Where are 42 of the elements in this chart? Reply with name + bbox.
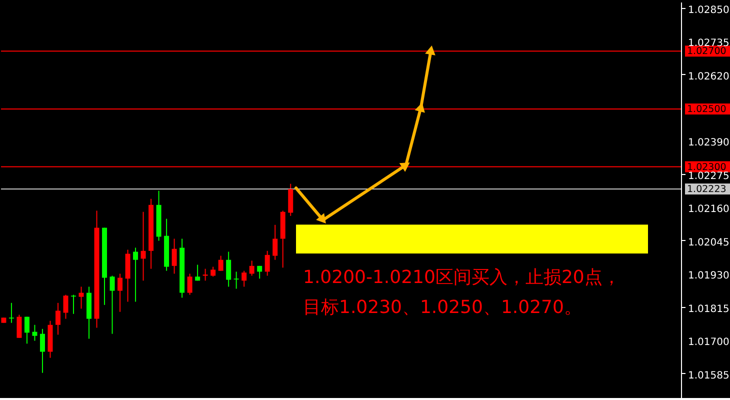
y-tick-label: 1.02275 — [688, 170, 730, 182]
candlestick — [8, 302, 14, 324]
candlestick — [264, 250, 270, 276]
y-tick-label: 1.01815 — [688, 304, 730, 315]
y-tick-label: 1.02045 — [688, 237, 730, 248]
candlestick — [210, 266, 216, 278]
candlestick — [24, 316, 30, 344]
candlestick — [249, 260, 254, 276]
annotation: 目标1.0230、1.0250、1.0270。 — [303, 297, 582, 318]
candlestick — [110, 275, 115, 334]
candlestick — [133, 247, 138, 302]
y-tick-label: 1.01700 — [688, 337, 730, 348]
y-tick-label: 1.02390 — [688, 138, 730, 149]
candlestick — [288, 183, 294, 216]
candlestick — [40, 328, 45, 374]
ref-line-label: 1.02700 — [687, 46, 726, 58]
y-tick-label: 1.02850 — [688, 4, 730, 16]
annotation: 1.0200-1.0210区间买入，止损20点， — [303, 267, 620, 288]
ref-line-label: 1.02300 — [687, 162, 726, 173]
candlestick — [118, 273, 123, 312]
candlestick — [187, 273, 192, 296]
y-tick-label: 1.02160 — [688, 204, 730, 216]
y-tick-label: 1.02620 — [688, 71, 730, 82]
candlestick — [16, 314, 22, 338]
candlestick — [172, 238, 177, 274]
candlestick — [226, 251, 232, 288]
y-tick-label: 1.01585 — [688, 370, 730, 382]
candlestick — [55, 302, 60, 336]
ref-line-label: 1.02223 — [687, 184, 726, 196]
candlestick — [78, 286, 84, 310]
y-tick-label: 1.01930 — [688, 270, 730, 282]
candlestick — [195, 264, 200, 282]
ref-line-label: 1.02500 — [687, 104, 726, 115]
candlestick — [70, 294, 76, 314]
candlestick — [140, 211, 146, 282]
candlestick — [257, 265, 262, 280]
candlestick — [272, 224, 278, 260]
candlestick — [242, 270, 247, 288]
candlestick — [63, 294, 68, 320]
candlestick — [32, 324, 38, 342]
candlestick — [234, 271, 239, 290]
candlestick — [218, 255, 224, 272]
